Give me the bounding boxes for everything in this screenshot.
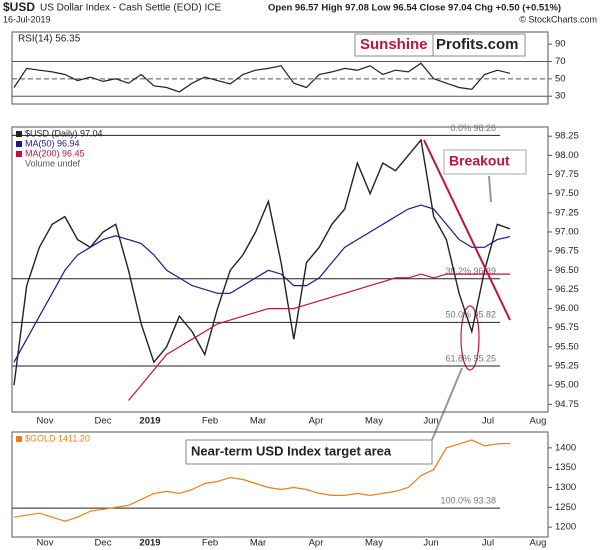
y-tick-label: 1400 xyxy=(555,442,576,453)
x-tick-label: 2019 xyxy=(139,538,160,549)
x-tick-label: Aug xyxy=(530,538,547,549)
x-tick-label: Jul xyxy=(482,416,494,427)
y-tick-label: 1350 xyxy=(555,462,576,473)
level-label: 61.8% 95.25 xyxy=(445,353,496,363)
legend-swatch xyxy=(16,151,22,157)
series-line xyxy=(128,273,510,401)
y-tick-label: 95.50 xyxy=(555,341,579,352)
credit: © StockCharts.com xyxy=(519,14,597,24)
x-tick-label: May xyxy=(365,538,383,549)
legend-label: Volume undef xyxy=(25,158,81,168)
trendline xyxy=(423,139,511,321)
y-tick-label: 94.75 xyxy=(555,399,579,410)
legend-label: $USD (Daily) 97.04 xyxy=(25,128,103,138)
x-tick-label: Aug xyxy=(530,416,547,427)
y-tick-label: 98.00 xyxy=(555,150,579,161)
x-tick-label: Feb xyxy=(202,416,218,427)
panel-title: RSI(14) 56.35 xyxy=(18,34,81,45)
y-tick-label: 97.75 xyxy=(555,169,579,180)
legend-label: $GOLD 1411.20 xyxy=(25,433,90,443)
x-tick-label: Feb xyxy=(202,538,218,549)
series-line xyxy=(13,138,511,386)
instrument-name: US Dollar Index - Cash Settle (EOD) ICE xyxy=(40,3,221,14)
x-tick-label: Nov xyxy=(37,416,54,427)
x-tick-label: Nov xyxy=(37,538,54,549)
y-tick-label: 70 xyxy=(555,56,566,67)
x-tick-label: 2019 xyxy=(139,416,160,427)
y-tick-label: 97.25 xyxy=(555,207,579,218)
level-label: 50.0% 95.82 xyxy=(445,310,496,320)
date: 16-Jul-2019 xyxy=(3,14,51,24)
y-tick-label: 95.00 xyxy=(555,380,579,391)
y-tick-label: 96.00 xyxy=(555,303,579,314)
y-tick-label: 96.25 xyxy=(555,284,579,295)
y-tick-label: 96.50 xyxy=(555,265,579,276)
annotation-box xyxy=(443,149,527,175)
panel-frame xyxy=(11,31,549,105)
y-tick-label: 95.75 xyxy=(555,322,579,333)
level-label: 0.0% 98.26 xyxy=(450,123,496,133)
y-tick-label: 1300 xyxy=(555,482,576,493)
panel-frame xyxy=(11,431,549,538)
y-tick-label: 50 xyxy=(555,73,566,84)
y-tick-label: 1250 xyxy=(555,502,576,513)
legend-swatch xyxy=(16,131,22,137)
annotation-box xyxy=(185,439,433,465)
annotation: Near-term USD Index target area xyxy=(191,443,392,458)
x-tick-label: Dec xyxy=(95,416,112,427)
y-tick-label: 98.25 xyxy=(555,131,579,142)
y-tick-label: 95.25 xyxy=(555,361,579,372)
highlight-ellipse xyxy=(460,305,480,371)
series-line xyxy=(13,439,511,522)
legend-swatch xyxy=(16,436,22,442)
y-tick-label: 1200 xyxy=(555,522,576,533)
x-tick-label: Jun xyxy=(423,416,438,427)
level-label: 100.0% 93.38 xyxy=(440,495,496,505)
ohlc: Open 96.57 High 97.08 Low 96.54 Close 97… xyxy=(268,3,561,14)
brand: Profits.com xyxy=(436,36,519,53)
x-tick-label: Jul xyxy=(482,538,494,549)
symbol: $USD xyxy=(3,0,35,14)
brand: Sunshine xyxy=(360,36,428,53)
legend-label: MA(200) 96.45 xyxy=(25,148,85,158)
y-tick-label: 96.75 xyxy=(555,246,579,257)
x-tick-label: Apr xyxy=(309,416,324,427)
x-tick-label: Jun xyxy=(423,538,438,549)
x-tick-label: Dec xyxy=(95,538,112,549)
series-line xyxy=(13,62,511,93)
panel-frame xyxy=(11,126,549,413)
x-tick-label: Mar xyxy=(250,538,266,549)
level-label: 38.2% 96.39 xyxy=(445,266,496,276)
y-tick-label: 97.00 xyxy=(555,226,579,237)
x-tick-label: Mar xyxy=(250,416,266,427)
x-tick-label: Apr xyxy=(309,538,324,549)
legend-swatch xyxy=(16,141,22,147)
annotation: Breakout xyxy=(449,153,510,169)
brand-box xyxy=(432,33,526,57)
legend-label: MA(50) 96.94 xyxy=(25,138,80,148)
series-line xyxy=(13,204,511,363)
x-tick-label: May xyxy=(365,416,383,427)
y-tick-label: 90 xyxy=(555,39,566,50)
y-tick-label: 30 xyxy=(555,91,566,102)
arrow xyxy=(488,175,492,203)
y-tick-label: 97.50 xyxy=(555,188,579,199)
arrow xyxy=(431,367,463,441)
